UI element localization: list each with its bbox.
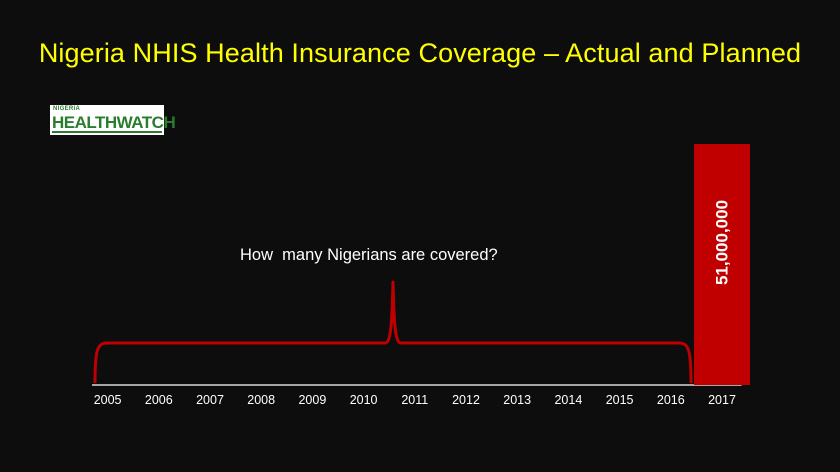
x-tick-label: 2014 bbox=[554, 393, 582, 407]
bar-value-label: 51,000,000 bbox=[713, 200, 732, 285]
x-tick-label: 2007 bbox=[196, 393, 224, 407]
x-tick-label: 2017 bbox=[708, 393, 736, 407]
bar bbox=[694, 144, 750, 385]
x-tick-label: 2013 bbox=[503, 393, 531, 407]
logo-main-text: HEALTHWATCH bbox=[52, 113, 176, 132]
x-tick-label: 2016 bbox=[657, 393, 685, 407]
bar-labels-group: 51,000,000 bbox=[713, 200, 732, 285]
healthwatch-logo: NIGERIA HEALTHWATCH bbox=[50, 105, 176, 135]
coverage-brace bbox=[93, 280, 693, 384]
chart-title: Nigeria NHIS Health Insurance Coverage –… bbox=[38, 38, 802, 68]
x-tick-label: 2011 bbox=[401, 393, 428, 407]
x-tick-label: 2005 bbox=[94, 393, 122, 407]
bars-group bbox=[694, 144, 750, 385]
x-tick-label: 2006 bbox=[145, 393, 173, 407]
logo-top-text: NIGERIA bbox=[53, 106, 81, 112]
x-tick-labels-group: 2005 2006 2007 2008 2009 2010 2011 2012 2013 2014… bbox=[94, 393, 736, 407]
x-tick-label: 2009 bbox=[298, 393, 326, 407]
x-tick-label: 2015 bbox=[606, 393, 634, 407]
x-tick-label: 2008 bbox=[247, 393, 275, 407]
x-tick-label: 2010 bbox=[350, 393, 378, 407]
annotation-text: How many Nigerians are covered? bbox=[240, 246, 498, 264]
x-tick-label: 2012 bbox=[452, 393, 480, 407]
logo-underline bbox=[52, 131, 162, 133]
